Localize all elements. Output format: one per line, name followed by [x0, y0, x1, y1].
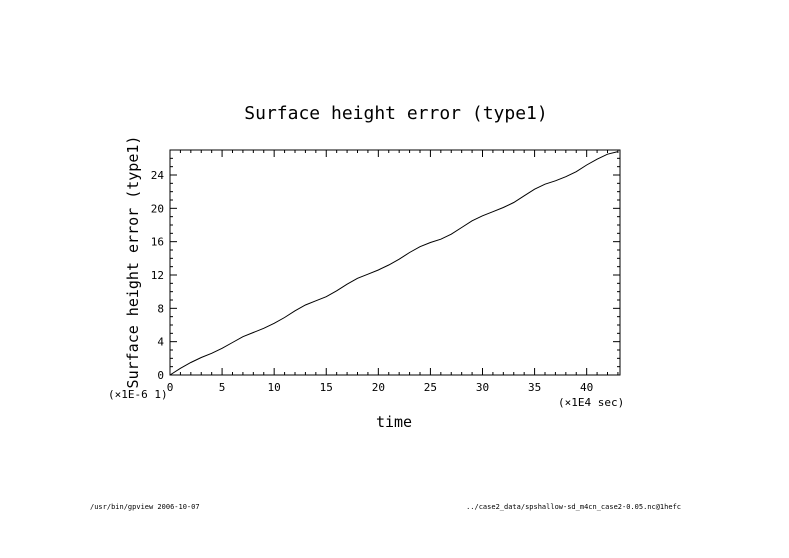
y-scale-label: (×1E-6 1): [108, 388, 168, 401]
y-tick-label: 8: [157, 302, 164, 315]
x-tick-label: 5: [219, 381, 226, 394]
footer-left: /usr/bin/gpview 2006-10-07: [90, 503, 200, 511]
x-tick-label: 10: [268, 381, 281, 394]
x-tick-label: 35: [528, 381, 541, 394]
x-scale-label: (×1E4 sec): [558, 396, 624, 409]
y-tick-label: 24: [151, 169, 165, 182]
x-tick-label: 40: [580, 381, 593, 394]
y-tick-label: 12: [151, 269, 164, 282]
x-tick-label: 20: [372, 381, 385, 394]
x-tick-labels: 0 5 10 15 20 25 30 35 40: [167, 381, 594, 394]
chart-title: Surface height error (type1): [244, 103, 547, 124]
y-axis-label: Surface height error (type1): [124, 136, 142, 389]
y-tick-label: 20: [151, 202, 164, 215]
y-tick-label: 4: [157, 336, 164, 349]
x-axis-label: time: [376, 413, 412, 431]
y-tick-label: 0: [157, 369, 164, 382]
x-tick-label: 0: [167, 381, 174, 394]
y-tick-label: 16: [151, 236, 164, 249]
y-tick-labels: 0 4 8 12 16 20 24: [151, 169, 165, 382]
series-line: [169, 151, 619, 376]
footer-right: ../case2_data/spshallow-sd_m4cn_case2-0.…: [466, 503, 681, 511]
plot-frame: [169, 149, 621, 376]
x-tick-label: 25: [424, 381, 437, 394]
axis-ticks: [169, 149, 620, 376]
x-tick-label: 30: [476, 381, 489, 394]
x-tick-label: 15: [320, 381, 333, 394]
